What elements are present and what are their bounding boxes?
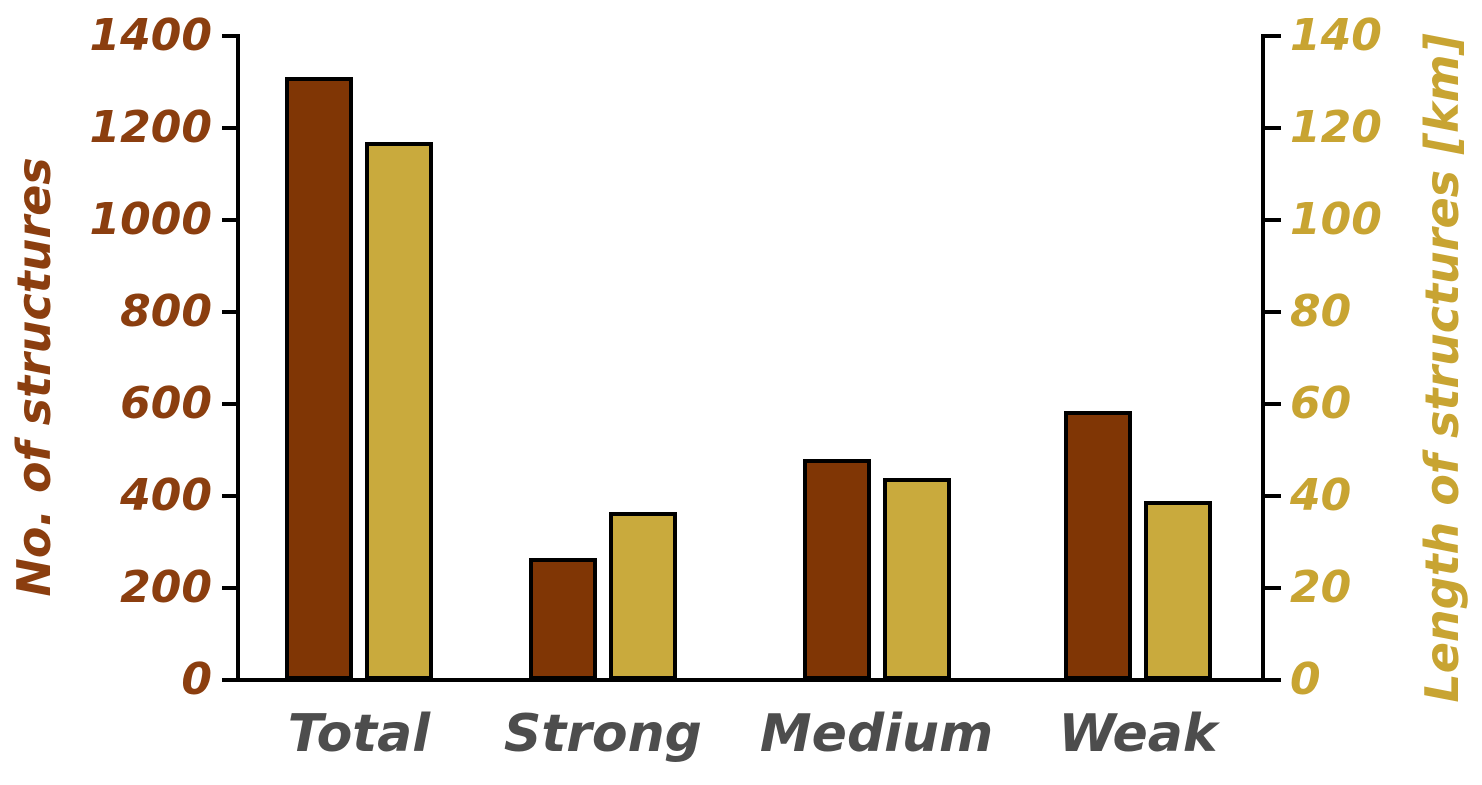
bar-medium-count: [802, 459, 871, 680]
left-axis-tick-600: [222, 402, 238, 406]
right-axis-tick-label-40: 40: [1290, 470, 1352, 521]
right-axis-tick-20: [1265, 586, 1281, 590]
right-axis-title: Length of structures [km]: [1415, 33, 1469, 703]
left-axis-tick-400: [222, 494, 238, 498]
bar-total-count: [284, 77, 353, 680]
bar-strong-count: [528, 558, 597, 680]
right-axis-tick-120: [1265, 126, 1281, 130]
left-axis-tick-1200: [222, 126, 238, 130]
plot-area: [238, 36, 1263, 680]
bar-total-length: [364, 142, 433, 680]
left-axis-tick-label-400: 400: [120, 470, 212, 521]
left-axis-tick-label-800: 800: [120, 286, 212, 337]
category-label-total: Total: [287, 704, 431, 764]
category-label-strong: Strong: [503, 704, 702, 764]
left-axis-tick-800: [222, 310, 238, 314]
right-axis-tick-100: [1265, 218, 1281, 222]
bar-strong-length: [608, 512, 677, 680]
right-axis-tick-label-120: 120: [1290, 102, 1382, 153]
bar-weak-length: [1143, 501, 1212, 680]
left-axis-title: No. of structures: [7, 157, 61, 597]
category-label-medium: Medium: [759, 704, 994, 764]
right-axis-tick-40: [1265, 494, 1281, 498]
left-axis-tick-label-1000: 1000: [89, 194, 212, 245]
right-axis-tick-label-20: 20: [1290, 562, 1352, 613]
left-axis-tick-1400: [222, 34, 238, 38]
left-axis-tick-200: [222, 586, 238, 590]
right-axis-tick-label-60: 60: [1290, 378, 1352, 429]
right-axis-tick-label-80: 80: [1290, 286, 1352, 337]
category-label-weak: Weak: [1058, 704, 1218, 764]
right-axis-tick-60: [1265, 402, 1281, 406]
left-axis-tick-label-600: 600: [120, 378, 212, 429]
left-axis-line: [236, 34, 240, 682]
bar-weak-count: [1063, 411, 1132, 680]
right-axis-tick-80: [1265, 310, 1281, 314]
right-axis-tick-label-100: 100: [1290, 194, 1382, 245]
left-axis-tick-label-200: 200: [120, 562, 212, 613]
left-axis-tick-1000: [222, 218, 238, 222]
left-axis-tick-label-1400: 1400: [89, 10, 212, 61]
left-axis-tick-label-1200: 1200: [89, 102, 212, 153]
bar-medium-length: [882, 478, 951, 680]
right-axis-tick-label-0: 0: [1290, 654, 1321, 705]
left-axis-tick-label-0: 0: [181, 654, 212, 705]
right-axis-line: [1261, 34, 1265, 682]
right-axis-tick-label-140: 140: [1290, 10, 1382, 61]
right-axis-tick-140: [1265, 34, 1281, 38]
x-axis-line: [222, 678, 1281, 682]
